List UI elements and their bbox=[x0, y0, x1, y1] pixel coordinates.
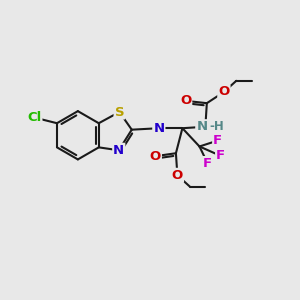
Text: N: N bbox=[196, 120, 207, 133]
Text: -H: -H bbox=[210, 120, 224, 133]
Text: N: N bbox=[153, 122, 164, 135]
Text: O: O bbox=[180, 94, 191, 107]
Text: F: F bbox=[213, 134, 222, 147]
Text: O: O bbox=[172, 169, 183, 182]
Text: O: O bbox=[218, 85, 230, 98]
Text: O: O bbox=[150, 150, 161, 163]
Text: N: N bbox=[113, 144, 124, 157]
Text: Cl: Cl bbox=[27, 111, 41, 124]
Text: F: F bbox=[216, 149, 225, 162]
Text: S: S bbox=[115, 106, 124, 118]
Text: F: F bbox=[203, 157, 212, 170]
